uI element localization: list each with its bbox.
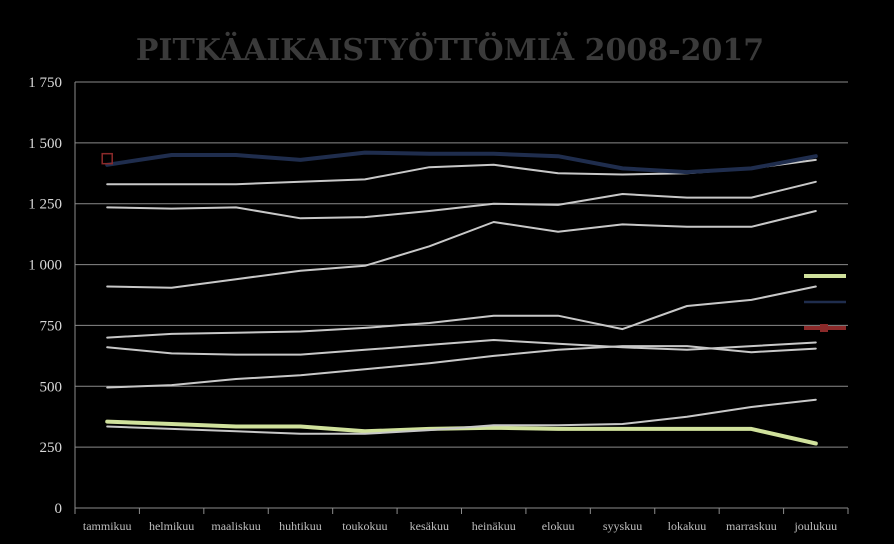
markers	[101, 152, 113, 165]
series-line-4	[106, 339, 817, 356]
y-tick-label: 1 500	[28, 136, 62, 152]
x-tick-label: lokakuu	[668, 519, 707, 533]
y-axis-tick-labels: 0 250 500 750 1 000 1 250 1 500 1 750	[28, 75, 62, 517]
series-marker	[101, 152, 113, 165]
x-tick-label: toukokuu	[342, 519, 387, 533]
series-line-2	[106, 398, 817, 435]
y-tick-label: 1 750	[28, 75, 62, 91]
x-tick-label: huhtikuu	[279, 519, 322, 533]
y-tick-label: 1 250	[28, 197, 62, 213]
series-line-3	[106, 345, 817, 389]
y-tick-label: 0	[55, 501, 63, 517]
legend-marker	[820, 324, 828, 332]
y-tick-label: 500	[40, 379, 63, 395]
x-tick-label: maaliskuu	[211, 519, 260, 533]
x-tick-label: marraskuu	[726, 519, 777, 533]
x-tick-label: heinäkuu	[472, 519, 516, 533]
series-line-7	[106, 180, 817, 220]
y-tick-label: 1 000	[28, 258, 62, 274]
x-tick-label: tammikuu	[83, 519, 132, 533]
x-tick-label: elokuu	[542, 519, 575, 533]
gridlines	[74, 81, 849, 514]
series-lines	[105, 150, 818, 446]
series-line-5	[106, 285, 817, 339]
legend	[804, 274, 846, 332]
x-tick-label: helmikuu	[149, 519, 194, 533]
x-tick-label: kesäkuu	[410, 519, 449, 533]
y-tick-label: 750	[40, 318, 63, 334]
series-line-6	[106, 210, 817, 289]
x-tick-label: joulukuu	[793, 519, 837, 533]
x-tick-label: syyskuu	[603, 519, 642, 533]
chart-title: PITKÄAIKAISTYÖTTÖMIÄ 2008-2017	[136, 31, 764, 68]
x-axis-tick-labels: tammikuu helmikuu maaliskuu huhtikuu toukoku…	[83, 519, 837, 533]
series-line-9	[105, 150, 818, 175]
y-tick-label: 250	[40, 440, 63, 456]
